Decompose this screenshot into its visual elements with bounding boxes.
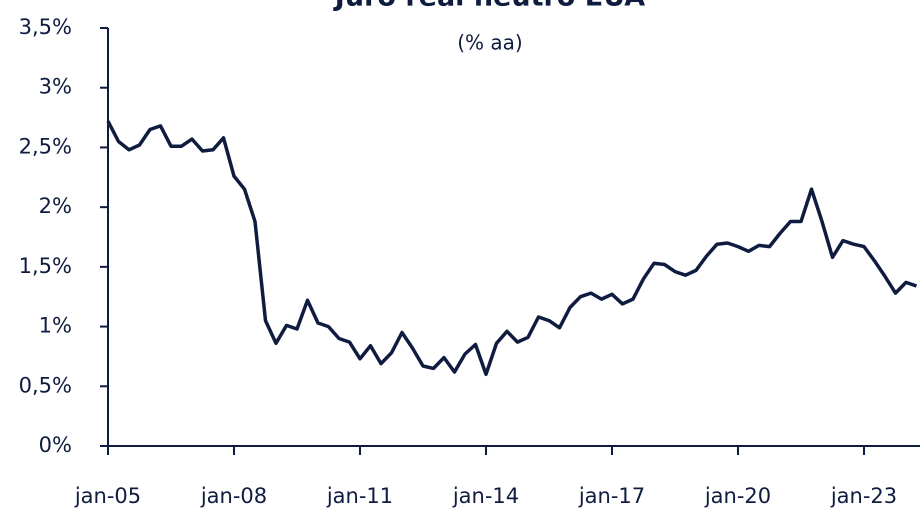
x-tick-label: jan-14 [452, 484, 519, 508]
y-tick-label: 0% [39, 433, 72, 457]
x-tick-label: jan-11 [326, 484, 393, 508]
chart-subtitle: (% aa) [457, 31, 522, 55]
y-tick-label: 3,5% [19, 15, 72, 39]
y-tick-label: 2% [39, 194, 72, 218]
y-tick-label: 1% [39, 314, 72, 338]
x-tick-label: jan-20 [704, 484, 771, 508]
x-tick-label: jan-05 [74, 484, 141, 508]
y-tick-label: 3% [39, 75, 72, 99]
chart-title: Juro real neutro EUA [333, 0, 645, 13]
line [106, 120, 918, 377]
x-tick-label: jan-23 [830, 484, 897, 508]
y-tick-label: 2,5% [19, 134, 72, 158]
y-tick-label: 1,5% [19, 254, 72, 278]
x-tick-label: jan-17 [578, 484, 645, 508]
x-tick-label: jan-08 [200, 484, 267, 508]
y-tick-label: 0,5% [19, 373, 72, 397]
